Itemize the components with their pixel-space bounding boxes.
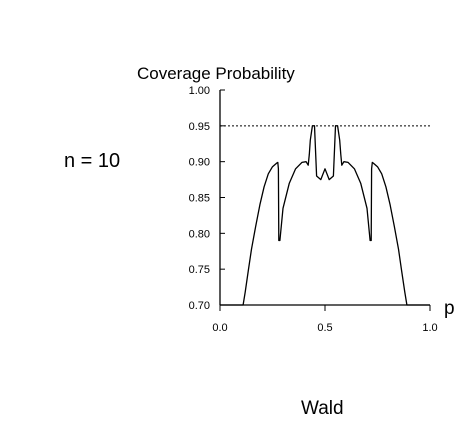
method-caption: Wald xyxy=(301,398,344,419)
y-tick-label: 1.00 xyxy=(189,85,210,97)
sample-size-annotation: n = 10 xyxy=(64,150,121,172)
x-tick-label: 0.5 xyxy=(317,322,332,334)
y-axis-ticks: 0.70 0.75 0.80 0.85 0.90 0.95 1.00 xyxy=(189,85,225,312)
y-tick-label: 0.80 xyxy=(189,228,210,240)
x-axis-label: p xyxy=(444,298,455,319)
x-axis-ticks: 0.0 0.5 1.0 xyxy=(212,305,438,334)
y-tick-label: 0.70 xyxy=(189,300,210,312)
y-tick-label: 0.85 xyxy=(189,193,210,205)
x-tick-label: 1.0 xyxy=(422,322,437,334)
coverage-curve xyxy=(220,125,430,306)
y-tick-label: 0.90 xyxy=(189,157,210,169)
y-tick-label: 0.95 xyxy=(189,121,210,133)
chart-title: Coverage Probability xyxy=(137,64,295,83)
y-tick-label: 0.75 xyxy=(189,264,210,276)
x-tick-label: 0.0 xyxy=(212,322,227,334)
